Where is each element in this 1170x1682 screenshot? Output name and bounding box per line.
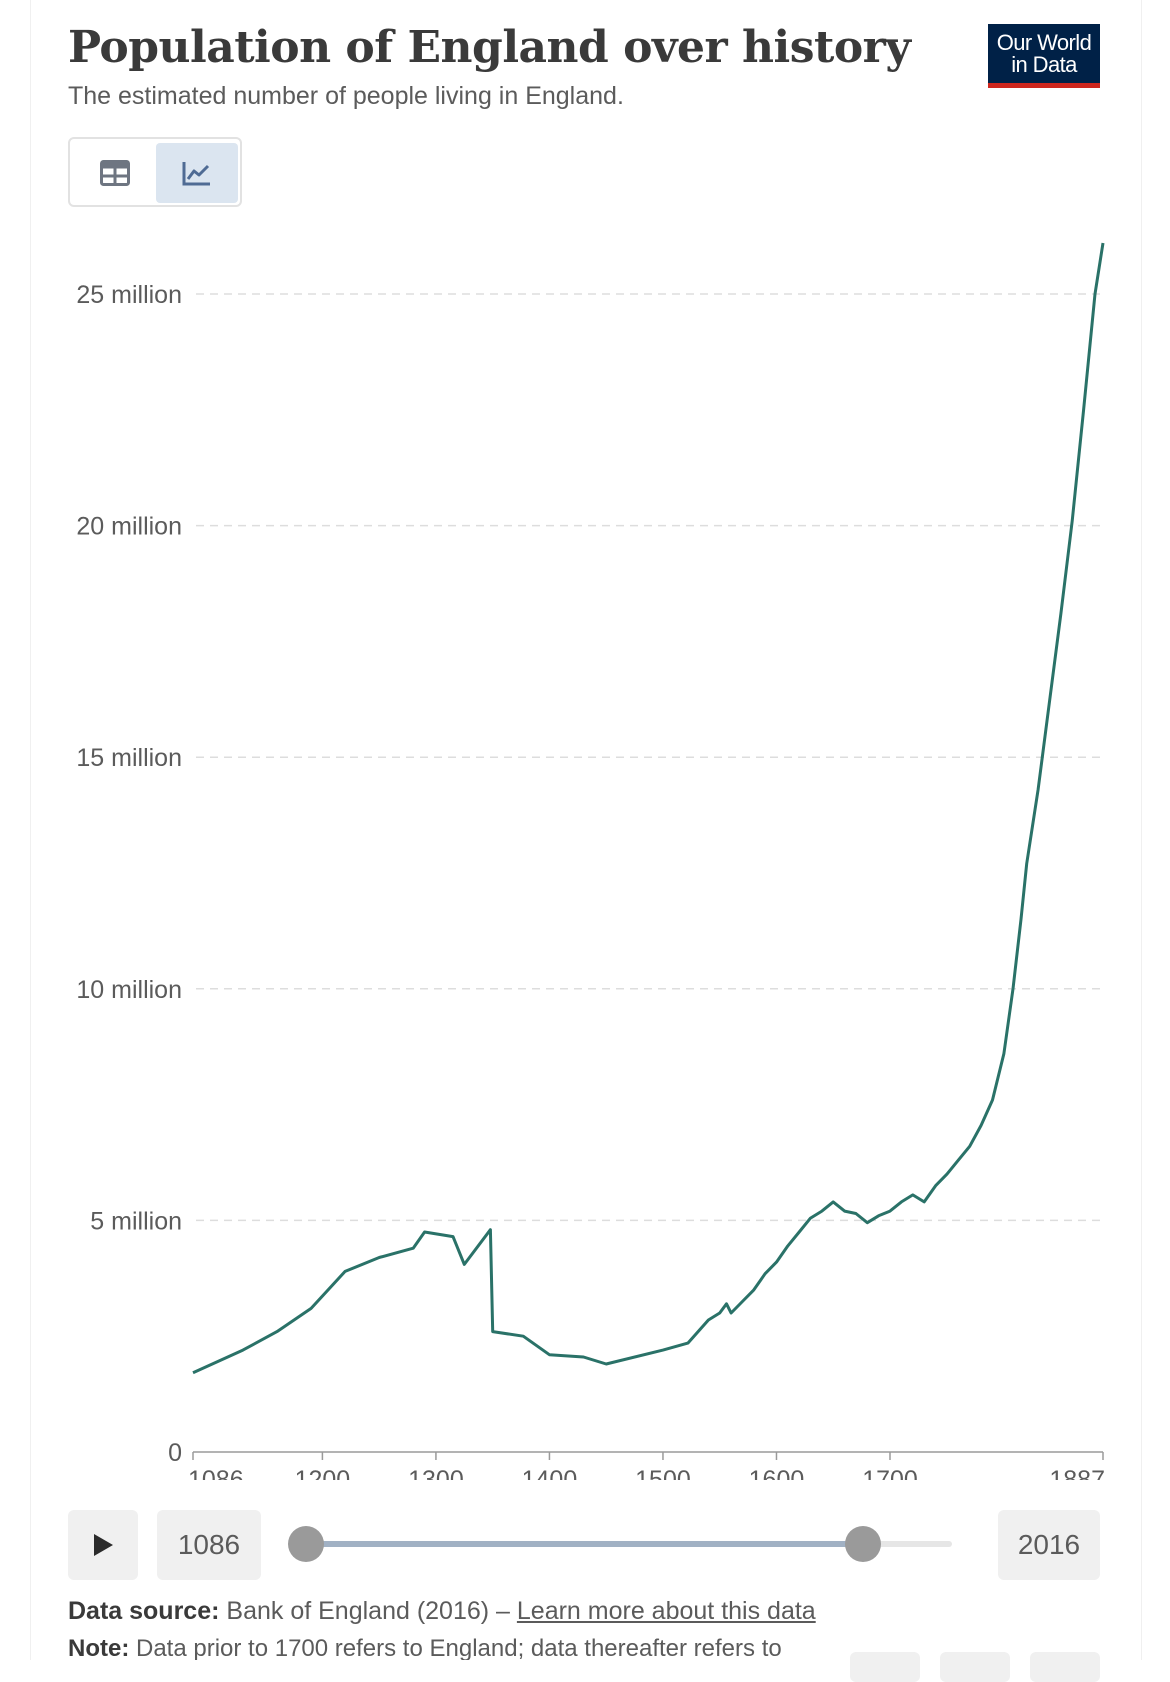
data-note: Note: Data prior to 1700 refers to Engla… — [68, 1635, 782, 1663]
x-tick-label: 1086 — [188, 1466, 244, 1480]
y-tick-label: 25 million — [76, 281, 182, 309]
logo-accent-bar — [988, 83, 1100, 88]
timeline-end-year[interactable]: 2016 — [998, 1510, 1100, 1580]
x-tick-label: 1400 — [522, 1466, 578, 1480]
x-tick-label: 1500 — [635, 1466, 691, 1480]
owid-logo[interactable]: Our World in Data — [988, 24, 1100, 88]
timeline-end-handle[interactable] — [845, 1526, 881, 1562]
y-tick-label: 10 million — [76, 976, 182, 1004]
chart-title: Population of England over history — [68, 22, 911, 73]
table-icon — [100, 160, 130, 186]
source-label: Data source: — [68, 1597, 220, 1625]
timeline-start-year[interactable]: 1086 — [157, 1510, 261, 1580]
play-button[interactable] — [68, 1510, 138, 1580]
x-tick-label: 1200 — [295, 1466, 351, 1480]
chart-view-button[interactable] — [156, 143, 238, 203]
learn-more-link[interactable]: Learn more about this data — [516, 1597, 816, 1625]
x-axis: 1086 1200 1300 1400 1500 1600 1700 1887 — [188, 1451, 1105, 1480]
y-tick-label: 15 million — [76, 744, 182, 772]
x-tick-label: 1600 — [749, 1466, 805, 1480]
logo-line-2: in Data — [1011, 52, 1077, 77]
x-tick-label: 1700 — [862, 1466, 918, 1480]
footer-button-1[interactable] — [850, 1652, 920, 1682]
footer-button-2[interactable] — [940, 1652, 1010, 1682]
y-axis-labels: 0 5 million 10 million 15 million 20 million… — [76, 281, 182, 1467]
timeline-selected-range — [306, 1541, 862, 1547]
series-line-england[interactable] — [192, 242, 1105, 1375]
y-tick-label: 20 million — [76, 513, 182, 541]
x-tick-label: 1887 — [1049, 1466, 1105, 1480]
footer-button-3[interactable] — [1030, 1652, 1100, 1682]
y-tick-label: 0 — [168, 1439, 182, 1467]
grid-lines — [196, 293, 1103, 1222]
source-text: Bank of England (2016) – — [226, 1597, 517, 1625]
logo-line-1: Our World — [996, 30, 1092, 55]
data-source: Data source: Bank of England (2016) – Le… — [68, 1597, 816, 1626]
y-tick-label: 5 million — [90, 1207, 182, 1235]
note-text: Data prior to 1700 refers to England; da… — [136, 1635, 782, 1662]
series-layer — [192, 242, 1105, 1375]
note-label: Note: — [68, 1635, 130, 1662]
line-chart-icon — [182, 162, 210, 186]
chart-subtitle: The estimated number of people living in… — [68, 82, 624, 110]
view-toggle — [68, 137, 242, 207]
play-icon — [94, 1534, 113, 1556]
chart-frame — [30, 0, 1142, 1668]
table-view-button[interactable] — [74, 143, 156, 203]
population-line-chart: 0 5 million 10 million 15 million 20 million… — [76, 242, 1105, 1480]
timeline-start-handle[interactable] — [288, 1526, 324, 1562]
x-tick-label: 1300 — [408, 1466, 464, 1480]
